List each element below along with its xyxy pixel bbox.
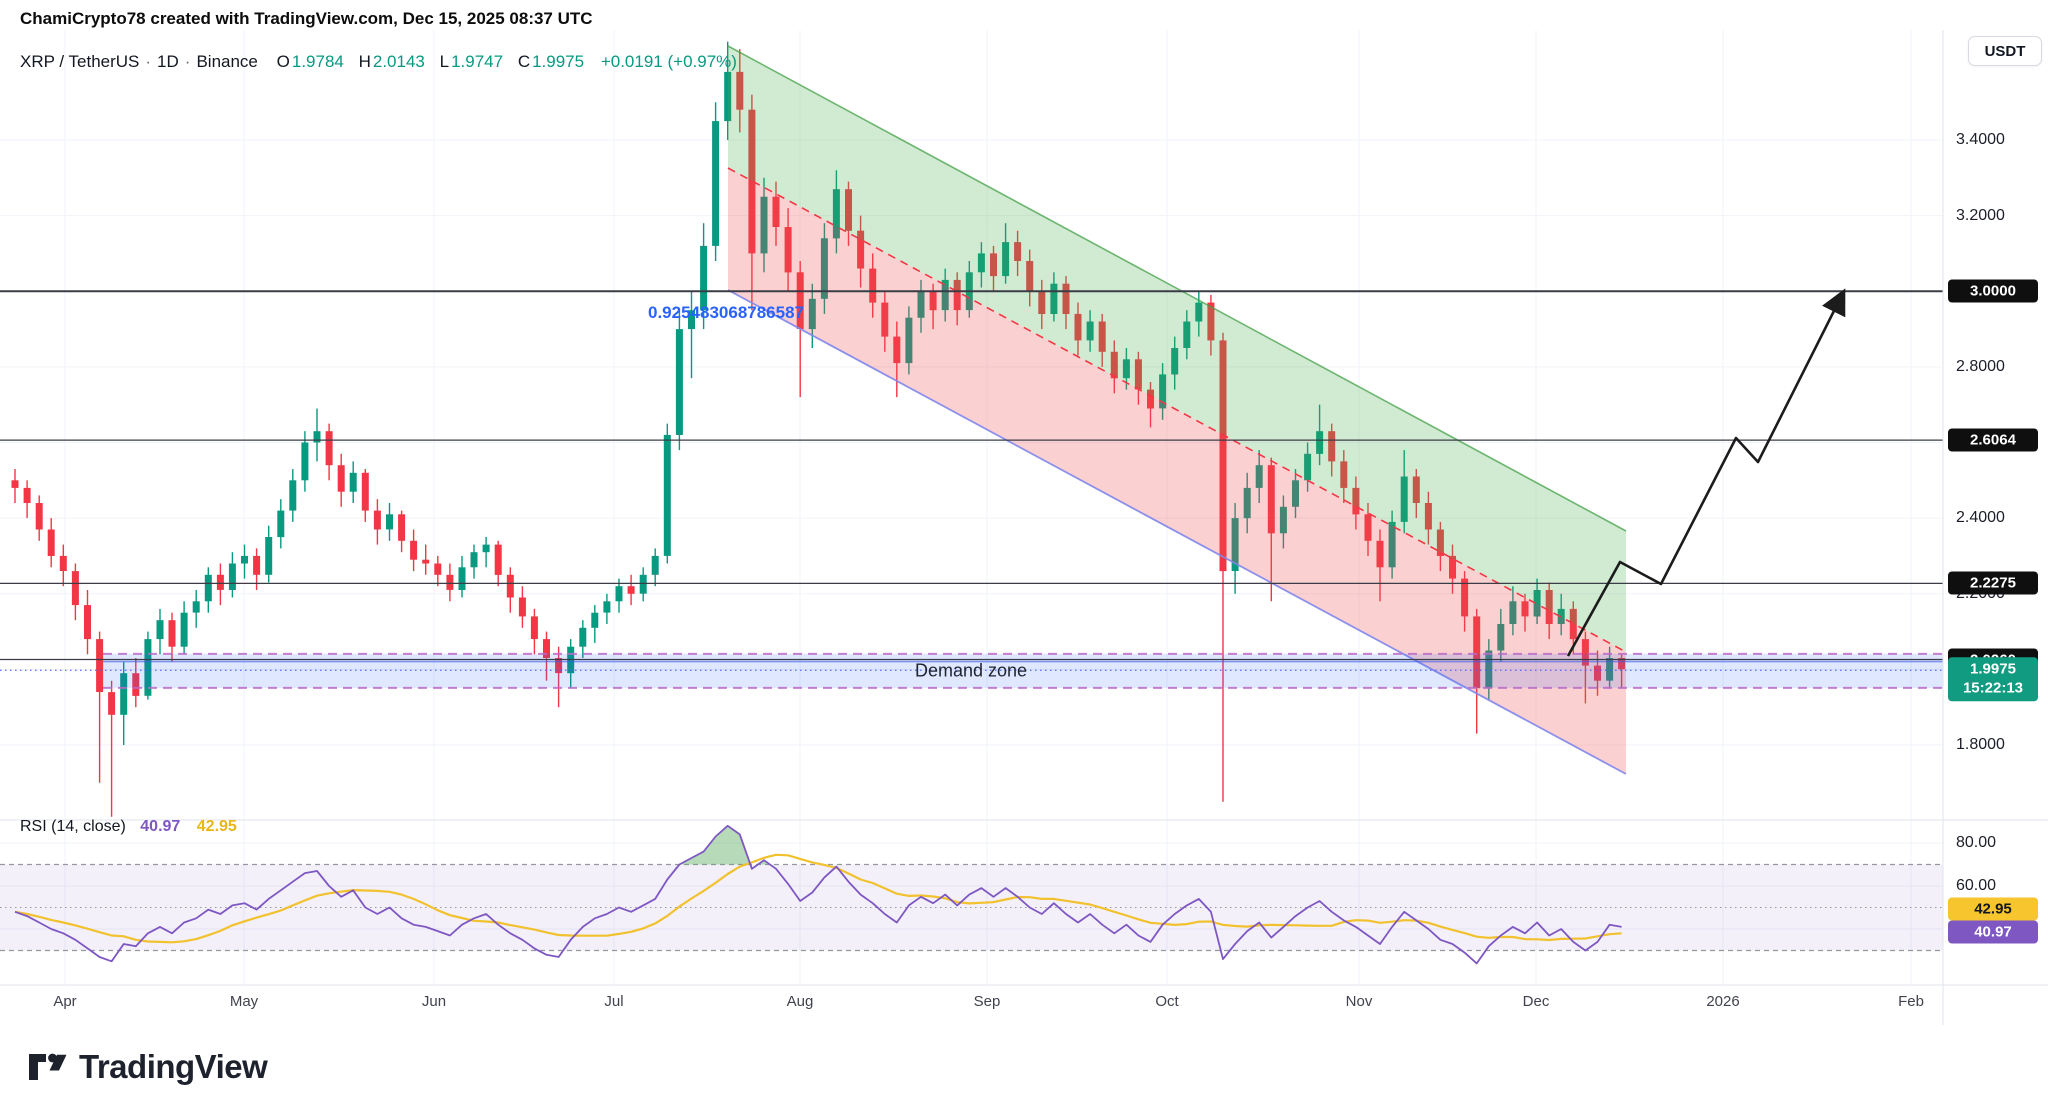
rsi-ma-badge: 42.95 — [1948, 897, 2038, 921]
ohlc-close-value: 1.9975 — [532, 52, 585, 71]
rsi-indicator-legend[interactable]: RSI (14, close) 40.97 42.95 — [20, 818, 237, 836]
time-tick-Feb: Feb — [1898, 993, 1924, 1010]
price-tick: 1.8000 — [1956, 736, 2005, 753]
time-tick-Jun: Jun — [421, 993, 447, 1010]
time-tick-May: May — [229, 993, 259, 1010]
demand-zone-label: Demand zone — [914, 660, 1028, 681]
price-tick: 2.4000 — [1956, 509, 2005, 527]
rsi-tick: 80.00 — [1956, 834, 1997, 851]
ohlc-low-value: 1.9747 — [451, 52, 504, 71]
rsi-overbought-fill — [679, 825, 776, 865]
rsi-value: 40.97 — [140, 818, 181, 835]
time-tick-Aug: Aug — [786, 993, 814, 1010]
candles — [11, 41, 1626, 817]
interval-label[interactable]: 1D — [157, 52, 179, 71]
time-tick-Dec: Dec — [1522, 993, 1550, 1010]
channel-upper-half — [728, 46, 1626, 652]
ohlc-high-value: 2.0143 — [372, 52, 425, 71]
rsi-tick: 60.00 — [1956, 877, 1997, 894]
rsi-value-badge: 40.97 — [1948, 920, 2038, 944]
ohlc-open-letter: O — [276, 52, 290, 71]
time-tick-Jul: Jul — [604, 993, 624, 1010]
channel-bottom-line — [727, 289, 1627, 775]
ohlc-open-value: 1.9784 — [291, 52, 344, 71]
legend-separator: · — [184, 52, 191, 71]
legend-separator: · — [145, 52, 152, 71]
rsi-ma-value: 42.95 — [196, 818, 237, 835]
tradingview-logo: TradingView — [28, 1048, 268, 1086]
fib-level-label: 0.925483068786587 — [648, 303, 804, 322]
time-tick-Oct: Oct — [1155, 993, 1179, 1010]
level-price-badge: 3.0000 — [1948, 279, 2038, 303]
time-tick-Sep: Sep — [973, 993, 1001, 1010]
ohlc-high-letter: H — [358, 52, 371, 71]
currency-unit-button[interactable]: USDT — [1968, 36, 2042, 66]
price-change: +0.0191 (+0.97%) — [600, 52, 737, 71]
price-tick: 2.8000 — [1956, 357, 2005, 375]
ohlc-low-letter: L — [439, 52, 450, 71]
time-tick-Nov: Nov — [1345, 993, 1373, 1010]
time-tick-2026: 2026 — [1706, 993, 1740, 1010]
symbol-legend[interactable]: XRP / TetherUS · 1D · Binance O 1.9784 H 2.014… — [20, 52, 739, 72]
watermark-attribution: ChamiCrypto78 created with TradingView.c… — [20, 9, 593, 28]
rsi-line — [14, 824, 1622, 965]
tradingview-logo-icon — [29, 1053, 67, 1080]
symbol-name[interactable]: XRP / TetherUS — [20, 52, 140, 71]
price-tick: 3.4000 — [1956, 131, 2005, 148]
level-price-badge: 2.2275 — [1948, 571, 2038, 595]
projection-arrow — [1566, 288, 1846, 657]
channel-top-line — [727, 45, 1627, 532]
level-price-badge: 2.6064 — [1948, 428, 2038, 452]
last-price-badge: 1.9975 15:22:13 — [1948, 657, 2038, 702]
channel-mid-line — [727, 167, 1627, 653]
exchange-label[interactable]: Binance — [196, 52, 258, 71]
rsi-title[interactable]: RSI (14, close) — [20, 818, 126, 835]
channel-lower-half — [728, 168, 1626, 774]
rsi-ma-line — [14, 853, 1622, 944]
price-tick: 3.2000 — [1956, 206, 2005, 224]
ohlc-close-letter: C — [517, 52, 531, 71]
time-tick-Apr: Apr — [53, 993, 77, 1010]
tradingview-logo-text: TradingView — [79, 1048, 268, 1085]
